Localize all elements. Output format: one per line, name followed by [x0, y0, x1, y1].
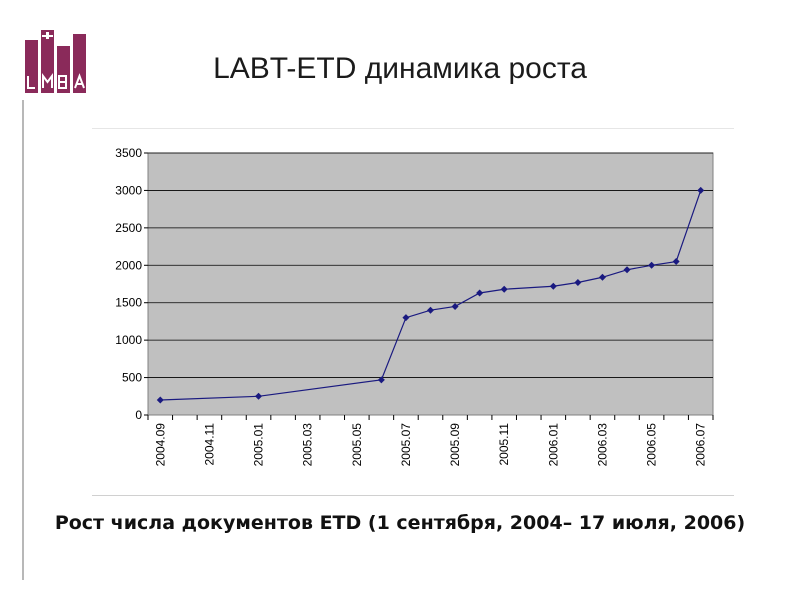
x-tick-label: 2006.01	[546, 423, 560, 467]
plot-area	[147, 152, 714, 416]
left-vertical-rule	[22, 100, 24, 580]
data-point	[500, 285, 508, 293]
y-tick-label: 500	[122, 371, 142, 385]
data-point	[697, 186, 705, 194]
line-chart: 0 500 1000 1500 2000 2500 3000 3500 2004.09 2004…	[115, 146, 714, 467]
x-tick-label: 2005.01	[252, 423, 266, 467]
chart-caption: Рост числа документов ETD (1 сентября, 2…	[54, 512, 746, 534]
y-tick-label: 2000	[115, 258, 142, 272]
data-point	[549, 282, 557, 290]
x-tick-label: 2006.03	[595, 423, 609, 467]
data-point	[476, 289, 484, 297]
chart-container: 0 500 1000 1500 2000 2500 3000 3500 2004.09 2004…	[92, 128, 734, 496]
data-point	[598, 273, 606, 281]
y-tick-label: 3000	[115, 183, 142, 197]
data-point	[672, 258, 680, 266]
data-point	[402, 314, 410, 322]
data-point	[648, 261, 656, 269]
y-tick-label: 1500	[115, 296, 142, 310]
x-tick-label: 2006.05	[645, 423, 659, 467]
data-point	[156, 396, 164, 404]
y-tick-label: 0	[135, 408, 142, 422]
x-tick-label: 2004.09	[153, 423, 167, 467]
x-tick-label: 2006.07	[694, 423, 708, 467]
y-tick-label: 2500	[115, 221, 142, 235]
x-tick-label: 2005.11	[497, 423, 511, 466]
data-point	[574, 279, 582, 287]
x-tick-label: 2005.05	[350, 423, 364, 467]
x-tick-label: 2005.09	[448, 423, 462, 467]
x-tick-label: 2004.11	[202, 423, 216, 466]
lmba-logo	[25, 30, 86, 93]
x-tick-label: 2005.07	[399, 423, 413, 467]
data-point	[377, 376, 385, 384]
data-point	[427, 306, 434, 314]
data-point	[623, 266, 631, 274]
data-point	[451, 302, 459, 310]
slide-title: LABT-ETD динамика роста	[213, 52, 587, 85]
x-tick-label: 2005.03	[301, 423, 315, 467]
y-tick-label: 1000	[115, 333, 142, 347]
y-tick-label: 3500	[115, 146, 142, 160]
